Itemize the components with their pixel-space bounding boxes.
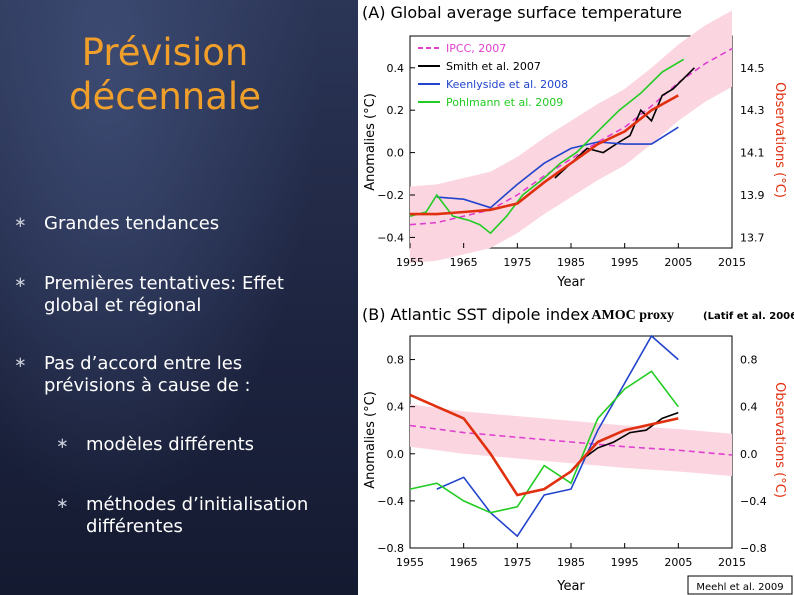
panel-a-ylabel: Anomalies (°C) (363, 93, 378, 191)
panel-a-plot: 1955 1965 1975 1985 1995 2005 2015 0.4 14.5 0.2 14… (377, 10, 765, 269)
subbullet-icon: ∗ (56, 434, 69, 452)
climate-figure: (A) Global average surface temperature 1… (362, 3, 794, 595)
panel-a-title: (A) Global average surface temperature (362, 3, 682, 22)
series-line-1 (581, 411, 679, 461)
panel-b-note: : AMOC proxy (584, 308, 674, 323)
bullet-icon: ∗ (14, 213, 27, 231)
series-line-4 (409, 393, 679, 497)
panel-b-ylabel-right: Observations (°C) (772, 382, 787, 498)
subbullet-2: méthodes d’initialisation différentes (86, 494, 308, 538)
bullet-1-line1: Grandes tendances (44, 213, 220, 234)
legend-label: Pohlmann et al. 2009 (446, 96, 563, 109)
left-panel: Prévision décennale ∗ Grandes tendances … (0, 0, 358, 595)
slide-title-line1: Prévision (81, 31, 249, 74)
panel-b-note-ref: (Latif et al. 2006) (703, 311, 794, 322)
legend-label: IPCC, 2007 (446, 42, 506, 55)
bullet-icon: ∗ (14, 353, 27, 371)
subbullet-icon: ∗ (56, 494, 69, 512)
panel-b-ylabel: Anomalies (°C) (363, 391, 378, 489)
x-tick-label: 2005 (664, 256, 692, 269)
bullet-2: Premières tentatives: Effet global et ré… (44, 273, 284, 317)
x-tick-label: 1955 (396, 256, 424, 269)
y-tick-label-right: 14.3 (740, 104, 765, 117)
y-tick-label: 0.8 (387, 354, 405, 367)
x-tick-label: 1975 (503, 256, 531, 269)
y-tick-label-right: −0.8 (740, 542, 767, 555)
x-tick-label: 1985 (557, 256, 585, 269)
slide-title-line2: décennale (69, 75, 261, 118)
figure-panel: (A) Global average surface temperature 1… (358, 0, 794, 595)
x-tick-label: 1965 (450, 256, 478, 269)
bullet-3: Pas d’accord entre les prévisions à caus… (44, 353, 251, 397)
uncertainty-band (410, 404, 732, 477)
subbullet-2-line1: méthodes d’initialisation (86, 494, 309, 515)
x-tick-label: 1995 (611, 256, 639, 269)
y-tick-label-right: 14.5 (740, 62, 765, 75)
series-line-3 (409, 370, 679, 514)
bullet-1: Grandes tendances (44, 213, 219, 235)
y-tick-label-right: 0.4 (740, 401, 758, 414)
source-box (687, 575, 793, 595)
series-line-2 (436, 334, 679, 538)
bullet-2-line1: Premières tentatives: Effet (44, 273, 284, 294)
series-line-0 (409, 48, 733, 226)
y-tick-label-right: 13.7 (740, 231, 765, 244)
y-tick-label-right: 0.8 (740, 354, 758, 367)
x-tick-label: 2005 (664, 556, 692, 569)
x-tick-label: 1965 (450, 556, 478, 569)
y-tick-label-right: −0.4 (740, 495, 767, 508)
source-label: Meehl et al. 2009 (696, 582, 783, 593)
subbullet-1-line1: modèles différents (86, 434, 255, 455)
y-tick-label-right: 13.9 (740, 189, 765, 202)
x-tick-label: 2015 (718, 556, 746, 569)
series-line-4 (410, 94, 679, 216)
uncertainty-band (410, 10, 732, 263)
bullet-icon: ∗ (14, 273, 27, 291)
y-tick-label: 0.4 (387, 401, 405, 414)
x-tick-label: 1975 (503, 556, 531, 569)
x-tick-label: 1955 (396, 556, 424, 569)
y-tick-label: 0.0 (387, 448, 405, 461)
panel-b-title: (B) Atlantic SST dipole index (362, 305, 589, 324)
legend-label: Smith et al. 2007 (446, 60, 541, 73)
y-tick-label: 0.4 (387, 62, 405, 75)
x-tick-label: 2015 (718, 256, 746, 269)
y-tick-label-right: 0.0 (740, 448, 758, 461)
panel-b-plot: 1955 1965 1975 1985 1995 2005 2015 0.8 0.8 0.4 0.4… (377, 334, 767, 569)
y-tick-label: 0.0 (387, 147, 405, 160)
x-tick-label: 1995 (611, 556, 639, 569)
panel-a-xlabel: Year (556, 275, 585, 290)
panel-a-ylabel-right: Observations (°C) (772, 82, 787, 198)
subbullet-2-line2: différentes (86, 516, 183, 537)
bullet-3-line2: prévisions à cause de : (44, 375, 251, 396)
x-tick-label: 1985 (557, 556, 585, 569)
y-tick-label: −0.4 (377, 231, 404, 244)
y-tick-label: 0.2 (387, 104, 405, 117)
y-tick-label: −0.8 (377, 542, 404, 555)
bullet-3-line1: Pas d’accord entre les (44, 353, 243, 374)
y-tick-label: −0.4 (377, 495, 404, 508)
legend-label: Keenlyside et al. 2008 (446, 78, 568, 91)
panel-b-xlabel: Year (556, 579, 585, 594)
y-tick-label-right: 14.1 (740, 147, 765, 160)
y-tick-label: −0.2 (377, 189, 404, 202)
bullet-2-line2: global et régional (44, 295, 202, 316)
series-line-2 (436, 126, 679, 209)
subbullet-1: modèles différents (86, 434, 254, 456)
